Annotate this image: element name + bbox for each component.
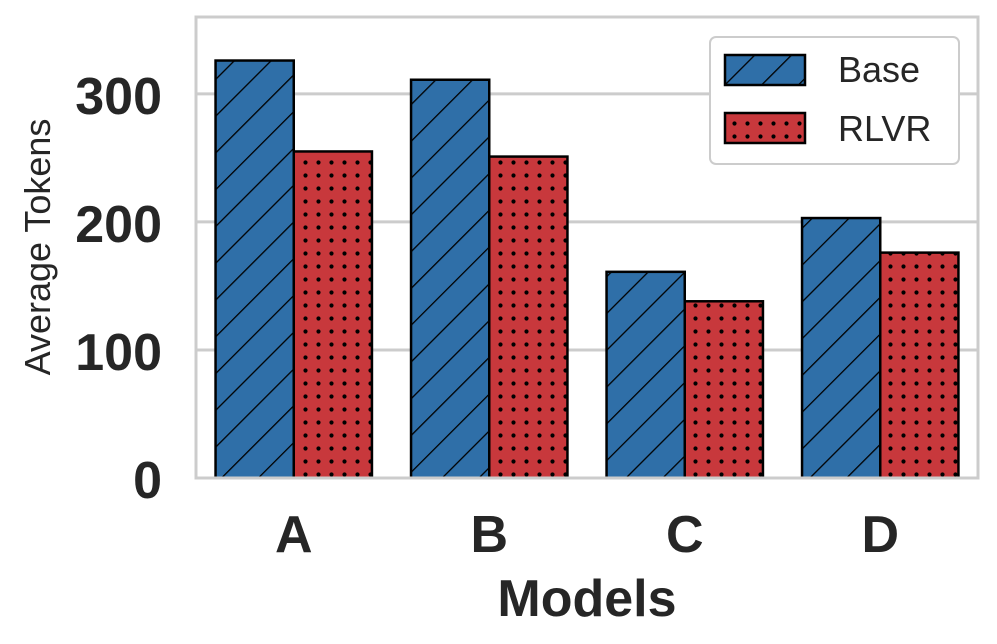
legend-swatch-rlvr	[723, 111, 807, 145]
bar-rlvr-d	[879, 251, 960, 480]
bars	[214, 59, 960, 480]
legend-label-rlvr: RLVR	[838, 108, 931, 149]
legend-swatch-base	[723, 53, 807, 87]
y-tick-label: 200	[75, 196, 162, 254]
y-axis-title: Average Tokens	[17, 119, 58, 376]
bar-base-d	[800, 216, 882, 480]
x-tick-label: D	[861, 506, 899, 564]
bar-rlvr-b	[488, 155, 569, 480]
y-tick-label: 300	[75, 68, 162, 126]
legend-label-base: Base	[838, 49, 920, 90]
legend: Base RLVR	[709, 36, 960, 165]
y-tick-label: 0	[133, 452, 162, 510]
x-tick-label: C	[666, 506, 704, 564]
tick-labels: 0 100 200 300 A B C D	[75, 68, 899, 564]
bar-rlvr-a	[292, 150, 374, 480]
bar-base-a	[214, 59, 295, 480]
x-axis-title: Models	[497, 570, 676, 628]
bar-rlvr-c	[683, 300, 765, 480]
bar-base-b	[409, 78, 491, 480]
bar-base-c	[605, 270, 686, 480]
plot-frame	[194, 15, 980, 480]
x-tick-label: A	[275, 506, 313, 564]
x-tick-label: B	[470, 506, 508, 564]
y-tick-label: 100	[75, 324, 162, 382]
